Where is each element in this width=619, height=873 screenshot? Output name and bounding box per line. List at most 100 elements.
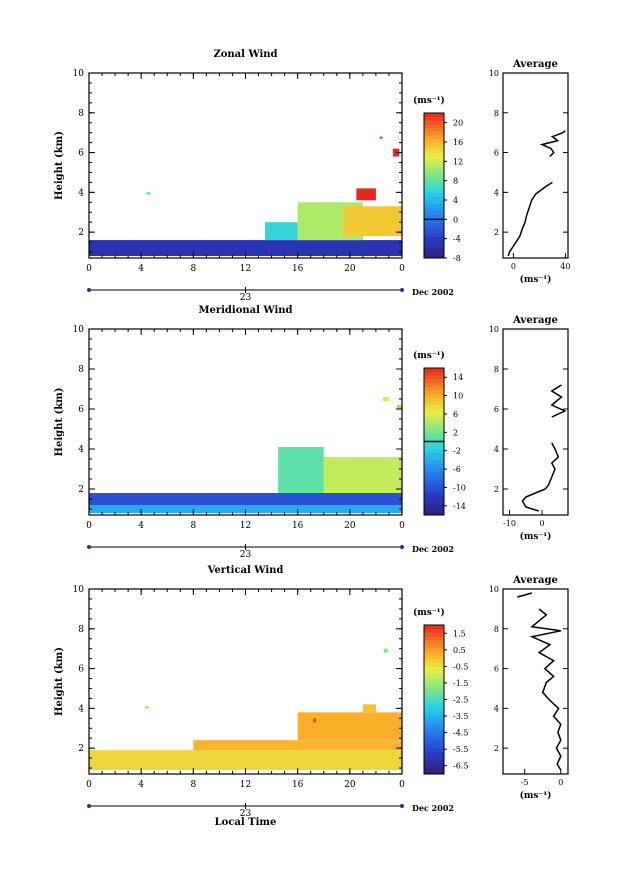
colorbar-segment xyxy=(424,167,444,172)
colorbar-segment xyxy=(424,770,444,775)
colorbar-segment xyxy=(424,192,444,197)
colorbar-unit: (ms⁻¹) xyxy=(413,350,445,361)
colorbar-segment xyxy=(424,474,444,479)
colorbar-segment xyxy=(424,221,444,226)
colorbar-segment xyxy=(424,113,444,118)
colorbar-segment xyxy=(424,239,444,244)
average-y-tick-label: 10 xyxy=(489,585,499,594)
average-x-tick-label: -10 xyxy=(503,519,516,528)
average-x-tick-label: 0 xyxy=(539,519,544,528)
data-cell xyxy=(379,136,383,139)
colorbar-segment xyxy=(424,467,444,472)
x-tick-label: 8 xyxy=(190,780,196,790)
data-cell xyxy=(323,457,402,493)
colorbar-segment xyxy=(424,131,444,136)
colorbar-segment xyxy=(424,489,444,494)
y-tick-label: 2 xyxy=(78,485,84,495)
colorbar-segment xyxy=(424,404,444,409)
colorbar-segment xyxy=(424,721,444,727)
date-axis-endpoint xyxy=(87,288,91,292)
y-tick-label: 10 xyxy=(73,585,85,595)
colorbar-segment xyxy=(424,759,444,764)
average-y-tick-label: 10 xyxy=(489,325,499,334)
colorbar-segment xyxy=(424,718,444,723)
colorbar-segment xyxy=(424,441,444,446)
colorbar-segment xyxy=(424,145,444,150)
x-tick-label: 0 xyxy=(399,264,405,274)
colorbar-tick-label: 4 xyxy=(453,196,458,205)
colorbar-segment xyxy=(424,459,444,465)
colorbar-segment xyxy=(424,225,444,230)
data-cell xyxy=(265,222,298,241)
colorbar-segment xyxy=(424,229,444,234)
colorbar-segment xyxy=(424,725,444,730)
colorbar-tick-label: 0 xyxy=(453,215,458,224)
colorbar-segment xyxy=(424,755,444,760)
average-y-tick-label: 4 xyxy=(494,188,499,197)
average-y-tick-label: 6 xyxy=(494,405,499,414)
colorbar-segment xyxy=(424,163,444,168)
y-tick-label: 4 xyxy=(78,188,84,198)
date-label: 23 xyxy=(240,293,252,303)
y-tick-label: 10 xyxy=(73,325,85,335)
colorbar-segment xyxy=(424,423,444,428)
colorbar-segment xyxy=(424,393,444,398)
colorbar-segment xyxy=(424,390,444,395)
colorbar-segment xyxy=(424,236,444,241)
colorbar-segment xyxy=(424,662,444,667)
colorbar-tick-label: 14 xyxy=(453,373,463,382)
colorbar-segment xyxy=(424,714,444,719)
average-profile-line xyxy=(539,130,566,158)
x-tick-label: 16 xyxy=(292,780,304,790)
colorbar-segment xyxy=(424,434,444,439)
y-tick-label: 4 xyxy=(78,445,84,455)
colorbar-unit: (ms⁻¹) xyxy=(413,607,445,618)
colorbar-segment xyxy=(424,185,444,190)
date-suffix: Dec 2002 xyxy=(412,287,454,297)
colorbar-segment xyxy=(424,152,444,157)
colorbar-segment xyxy=(424,747,444,753)
date-label: 23 xyxy=(240,809,252,819)
colorbar-segment xyxy=(424,203,444,208)
colorbar-tick-label: -10 xyxy=(453,483,466,492)
colorbar-segment xyxy=(424,189,444,194)
average-profile-line xyxy=(507,181,553,257)
data-cell xyxy=(313,718,316,723)
colorbar-tick-label: 12 xyxy=(453,157,463,166)
colorbar-segment xyxy=(424,401,444,406)
colorbar-segment xyxy=(424,485,444,490)
colorbar-segment xyxy=(424,448,444,454)
colorbar-segment xyxy=(424,695,444,700)
colorbar-segment xyxy=(424,207,444,212)
y-tick-label: 8 xyxy=(78,625,84,635)
average-frame xyxy=(502,72,569,259)
date-axis-endpoint xyxy=(400,288,404,292)
average-profile-line xyxy=(517,592,533,598)
colorbar-segment xyxy=(424,196,444,201)
data-cell xyxy=(145,706,149,709)
x-tick-label: 4 xyxy=(138,264,144,274)
data-cell xyxy=(382,397,389,401)
average-x-label: (ms⁻¹) xyxy=(520,790,552,801)
data-cell xyxy=(89,493,402,505)
colorbar-segment xyxy=(424,178,444,183)
average-y-tick-label: 8 xyxy=(494,625,499,634)
colorbar-frame xyxy=(423,112,445,259)
average-y-tick-label: 2 xyxy=(494,485,499,494)
date-label: 23 xyxy=(240,550,252,560)
date-suffix: Dec 2002 xyxy=(412,544,454,554)
colorbar-tick-label: -14 xyxy=(453,502,466,511)
colorbar-segment xyxy=(424,371,444,376)
colorbar-segment xyxy=(424,736,444,741)
y-tick-label: 6 xyxy=(78,149,84,159)
average-title: Average xyxy=(512,575,558,586)
colorbar-tick-label: -6.5 xyxy=(453,762,468,771)
colorbar-segment xyxy=(424,677,444,682)
average-y-tick-label: 8 xyxy=(494,365,499,374)
colorbar-tick-label: 2 xyxy=(453,428,458,437)
x-tick-label: 20 xyxy=(344,264,356,274)
average-profile-line xyxy=(550,384,567,418)
colorbar-segment xyxy=(424,116,444,121)
colorbar-segment xyxy=(424,492,444,498)
